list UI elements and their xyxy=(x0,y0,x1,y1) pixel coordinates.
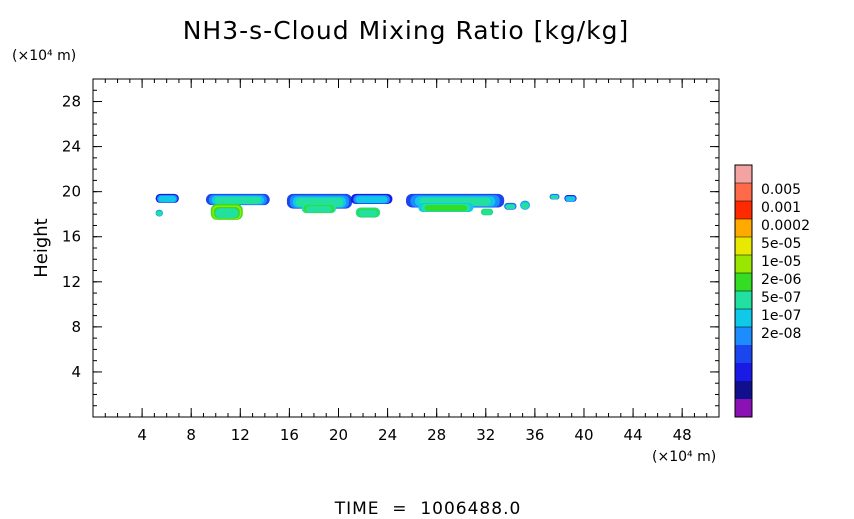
y-tick-label: 12 xyxy=(62,273,81,291)
y-axis-unit-label: (×10⁴ m) xyxy=(12,48,76,64)
x-tick-label: 12 xyxy=(231,426,250,444)
colorbar-label: 2e-08 xyxy=(761,326,801,342)
x-tick-label: 24 xyxy=(378,426,397,444)
colorbar-band xyxy=(735,219,752,237)
y-tick-label: 24 xyxy=(62,138,81,156)
cloud-region-12-core-1 xyxy=(521,202,529,209)
cloud-region-7-core-1 xyxy=(358,209,378,217)
colorbar-band xyxy=(735,327,752,345)
colorbar-label: 1e-05 xyxy=(761,254,801,270)
colorbar-label: 1e-07 xyxy=(761,308,801,324)
colorbar-band xyxy=(735,201,752,219)
y-tick-label: 16 xyxy=(62,228,81,246)
y-tick-label: 20 xyxy=(62,183,81,201)
plot-frame xyxy=(92,78,720,418)
cloud-region-5-core-1 xyxy=(305,206,332,213)
colorbar-label: 0.0002 xyxy=(761,218,810,234)
cloud-region-2-core-2 xyxy=(214,196,262,204)
x-tick-label: 32 xyxy=(476,426,495,444)
x-tick-label: 28 xyxy=(427,426,446,444)
cloud-region-3-core-2 xyxy=(215,208,239,219)
colorbar-band xyxy=(735,363,752,381)
y-tick-label: 8 xyxy=(71,318,81,336)
cloud-region-0-core-1 xyxy=(158,196,177,203)
colorbar-label: 0.001 xyxy=(761,200,801,216)
y-tick-label: 4 xyxy=(71,363,81,381)
colorbar-band xyxy=(735,165,752,183)
x-tick-label: 4 xyxy=(137,426,147,444)
chart-title: NH3-s-Cloud Mixing Ratio [kg/kg] xyxy=(183,16,630,45)
x-tick-label: 8 xyxy=(186,426,196,444)
colorbar-label: 0.005 xyxy=(761,182,801,198)
colorbar-band xyxy=(735,183,752,201)
cloud-region-10-core-1 xyxy=(482,210,492,215)
cloud-region-11-core-2 xyxy=(505,204,515,209)
x-tick-label: 16 xyxy=(280,426,299,444)
cloud-region-9-core-1 xyxy=(424,205,467,212)
cloud-region-13-core-2 xyxy=(550,195,559,199)
cloud-region-14-core-1 xyxy=(565,196,576,202)
cloud-region-6-core-1 xyxy=(355,196,388,204)
colorbar-band xyxy=(735,273,752,291)
colorbar-band xyxy=(735,381,752,399)
x-axis-unit-label: (×10⁴ m) xyxy=(652,449,716,465)
x-tick-label: 44 xyxy=(624,426,643,444)
colorbar: 0.005 0.001 0.0002 5e-05 1e-05 2e-06 5e-07 1e-0… xyxy=(734,164,810,418)
colorbar-band xyxy=(735,255,752,273)
cloud-region-1-core-1 xyxy=(156,211,163,216)
colorbar-label: 5e-05 xyxy=(761,236,801,252)
y-axis-label: Height xyxy=(31,218,52,278)
colorbar-band xyxy=(735,399,752,417)
colorbar-label: 2e-06 xyxy=(761,272,801,288)
colorbar-band xyxy=(735,309,752,327)
x-tick-label: 48 xyxy=(673,426,692,444)
y-tick-label: 28 xyxy=(62,93,81,111)
colorbar-band xyxy=(735,291,752,309)
x-tick-label: 36 xyxy=(525,426,544,444)
time-footer: TIME = 1006488.0 xyxy=(334,499,522,519)
colorbar-band xyxy=(735,237,752,255)
colorbar-band xyxy=(735,345,752,363)
x-tick-label: 20 xyxy=(329,426,348,444)
x-tick-label: 40 xyxy=(574,426,593,444)
colorbar-label: 5e-07 xyxy=(761,290,801,306)
